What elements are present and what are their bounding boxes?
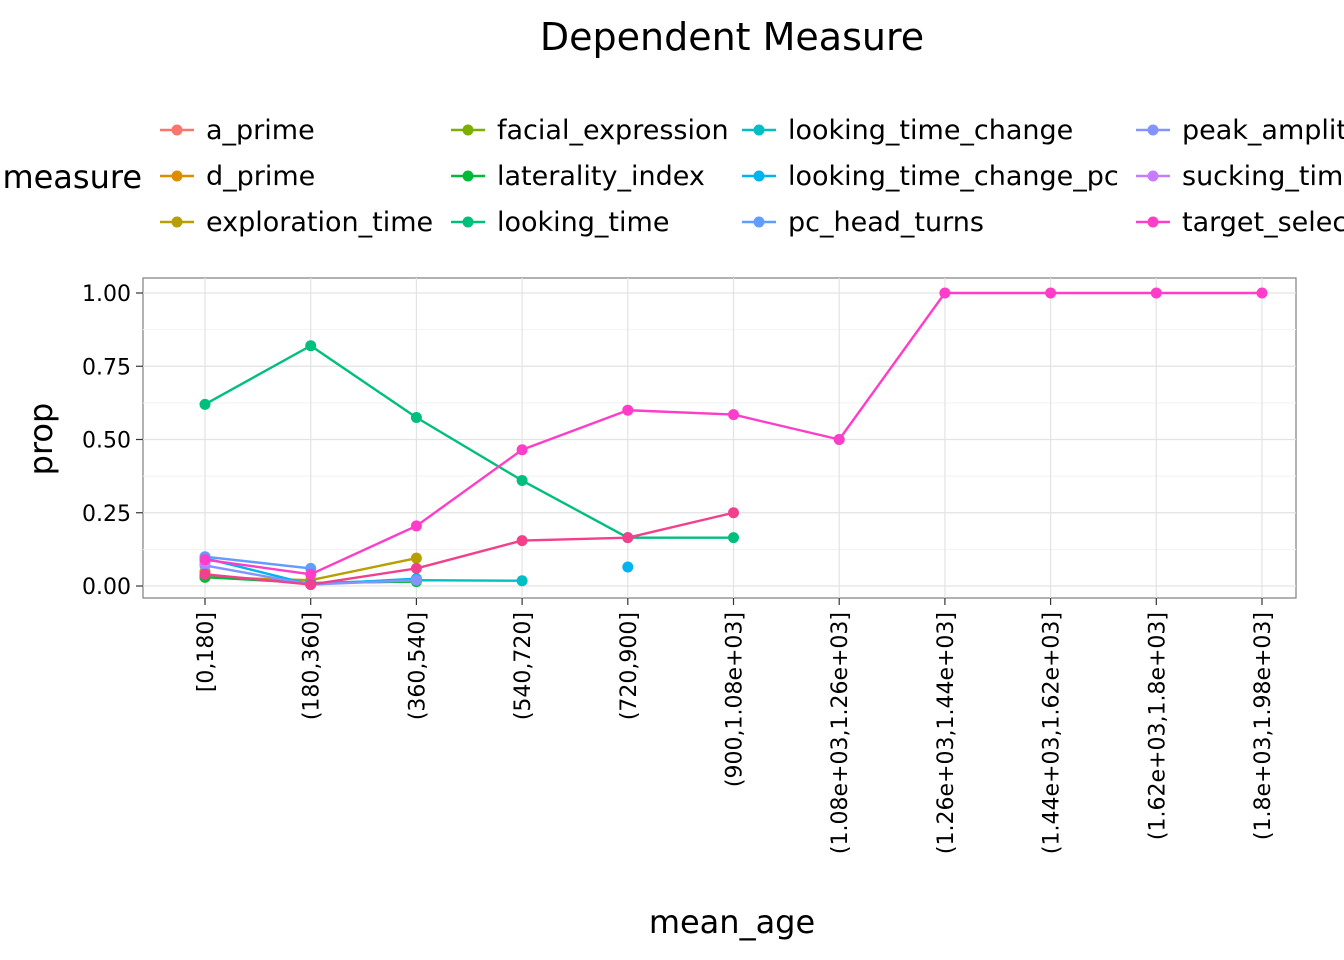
data-point — [728, 532, 739, 544]
series-line — [204, 511, 734, 586]
data-point — [516, 444, 528, 456]
data-point — [305, 340, 317, 352]
y-tick-label: 0.75 — [82, 355, 131, 380]
legend-key-point — [753, 216, 765, 228]
data-point — [516, 535, 528, 547]
data-point — [939, 287, 951, 299]
legend-item-facial-expression: facial_expression — [451, 115, 729, 146]
x-tick-label: (1.26e+03,1.44e+03] — [934, 612, 959, 854]
data-point — [410, 552, 422, 564]
legend-item-pc-head-turns: pc_head_turns — [742, 207, 984, 238]
y-tick-label: 0.50 — [82, 429, 131, 454]
legend: a_prime d_prime exploration_time facial_exp… — [160, 115, 1344, 238]
legend-label: laterality_index — [497, 161, 705, 192]
legend-key-point — [171, 216, 183, 228]
data-point — [516, 475, 528, 487]
legend-key-point — [1147, 124, 1159, 136]
legend-label: target_selection — [1182, 207, 1344, 238]
data-point — [199, 398, 211, 410]
x-tick-label: (540,720] — [511, 612, 536, 720]
legend-label: peak_amplitude — [1182, 115, 1344, 146]
legend-item-laterality-index: laterality_index — [451, 161, 705, 192]
data-point — [410, 412, 422, 424]
x-axis: [0,180] (180,360] (360,540] (540,720] (720,9… — [194, 598, 1276, 854]
data-point — [728, 507, 739, 519]
legend-label: exploration_time — [206, 207, 433, 238]
data-point — [410, 520, 422, 532]
x-tick-label: (1.62e+03,1.8e+03] — [1145, 612, 1170, 840]
x-tick-label: (1.44e+03,1.62e+03] — [1040, 612, 1065, 854]
series-line — [204, 555, 311, 570]
x-tick-label: (360,540] — [405, 612, 430, 720]
grid — [143, 278, 1296, 598]
legend-item-d-prime: d_prime — [160, 161, 315, 192]
legend-label: looking_time_change_pc — [788, 161, 1119, 192]
legend-item-a-prime: a_prime — [160, 115, 315, 146]
legend-key-point — [171, 124, 183, 136]
legend-label: pc_head_turns — [788, 207, 984, 238]
x-tick-label: (900,1.08e+03] — [723, 612, 748, 787]
legend-label: looking_time — [497, 207, 669, 238]
x-tick-label: (1.8e+03,1.98e+03] — [1251, 612, 1276, 840]
legend-item-exploration-time: exploration_time — [160, 207, 433, 238]
legend-item-target-selection: target_selection — [1136, 207, 1344, 238]
series-line — [204, 344, 734, 539]
data-point — [622, 532, 634, 544]
data-point — [516, 575, 528, 587]
data-point — [622, 404, 634, 416]
y-axis-title: prop — [22, 403, 60, 476]
data-point — [410, 562, 422, 574]
data-point — [1256, 287, 1268, 299]
y-tick-label: 1.00 — [82, 282, 131, 307]
legend-key-point — [753, 170, 765, 182]
data-point — [1045, 287, 1057, 299]
legend-label: looking_time_change — [788, 115, 1073, 146]
legend-key-point — [171, 170, 183, 182]
series-looking-time — [199, 340, 739, 544]
series-layer — [199, 287, 1268, 591]
data-point — [305, 568, 317, 580]
legend-key-point — [753, 124, 765, 136]
data-point — [833, 434, 845, 445]
y-tick-label: 0.25 — [82, 502, 131, 527]
legend-key-point — [462, 170, 474, 182]
legend-title: measure — [2, 158, 142, 196]
plot-panel — [142, 277, 1297, 599]
series-target-selection — [199, 507, 739, 591]
y-tick-label: 0.00 — [82, 575, 131, 600]
data-point — [199, 568, 211, 580]
x-tick-label: (1.08e+03,1.26e+03] — [828, 612, 853, 854]
data-point — [728, 409, 739, 421]
data-point — [622, 561, 634, 573]
x-axis-title: mean_age — [649, 903, 815, 941]
legend-label: sucking_time — [1182, 161, 1344, 192]
legend-item-looking-time: looking_time — [451, 207, 669, 238]
legend-key-point — [1147, 216, 1159, 228]
legend-label: facial_expression — [497, 115, 729, 146]
legend-item-looking-time-change-pc: looking_time_change_pc — [742, 161, 1119, 192]
x-tick-label: [0,180] — [194, 612, 219, 692]
legend-item-peak-amplitude: peak_amplitude — [1136, 115, 1344, 146]
data-point — [199, 554, 211, 566]
legend-item-looking-time-change: looking_time_change — [742, 115, 1073, 146]
data-point — [305, 579, 317, 591]
x-tick-label: (720,900] — [617, 612, 642, 720]
chart-title: Dependent Measure — [540, 15, 924, 59]
series-target-selection — [199, 287, 1268, 580]
legend-key-point — [1147, 170, 1159, 182]
legend-label: d_prime — [206, 161, 315, 192]
data-point — [410, 574, 422, 586]
legend-key-point — [462, 216, 474, 228]
x-tick-label: (180,360] — [300, 612, 325, 720]
legend-key-point — [462, 124, 474, 136]
y-axis: 0.00 0.25 0.50 0.75 1.00 — [82, 282, 143, 600]
legend-item-sucking-time: sucking_time — [1136, 161, 1344, 192]
legend-label: a_prime — [206, 115, 315, 146]
data-point — [1150, 287, 1162, 299]
